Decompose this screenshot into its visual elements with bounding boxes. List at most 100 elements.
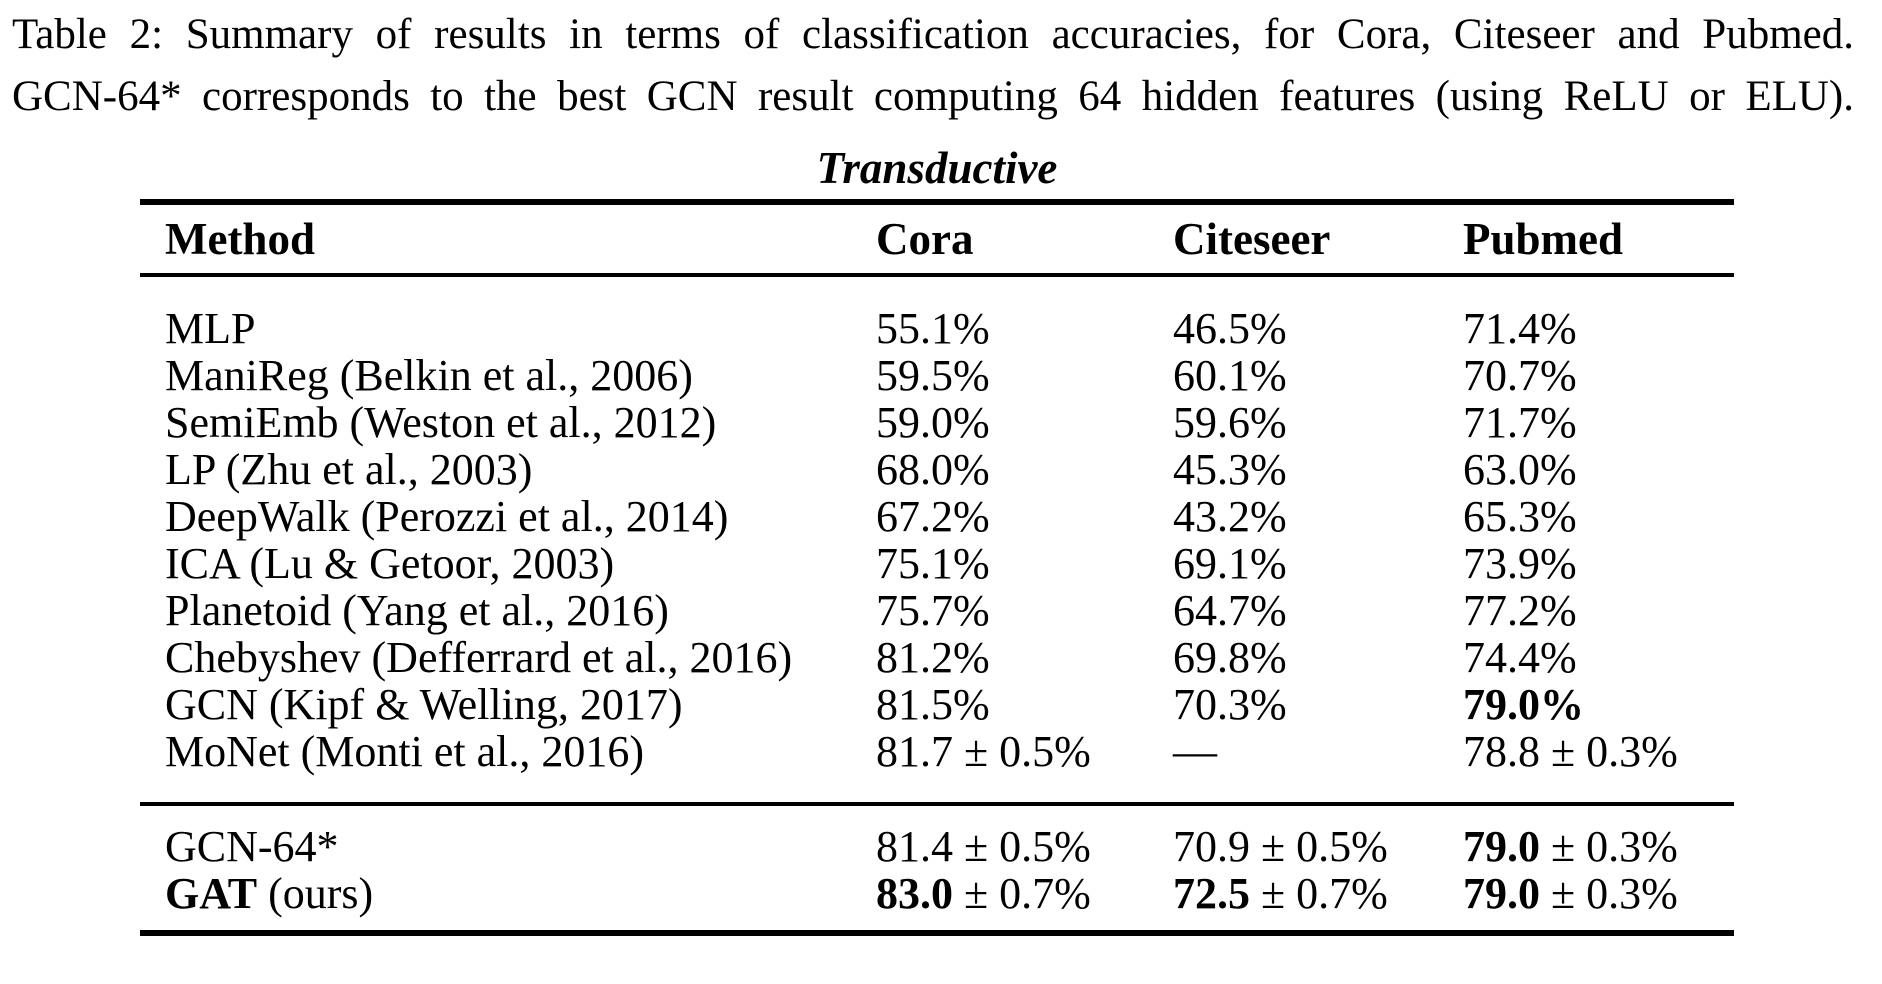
column-header-pubmed: Pubmed xyxy=(1463,202,1734,277)
text-segment: ManiReg (Belkin et al., 2006) xyxy=(165,351,693,400)
text-segment: GCN-64* xyxy=(165,822,339,871)
bold-text-segment: 79.0% xyxy=(1463,680,1584,729)
value-cell: 59.6% xyxy=(1173,399,1463,446)
text-segment: ± 0.7% xyxy=(953,869,1091,918)
method-cell: DeepWalk (Perozzi et al., 2014) xyxy=(140,493,876,540)
value-cell: 83.0 ± 0.7% xyxy=(876,870,1173,933)
text-segment: LP (Zhu et al., 2003) xyxy=(165,445,533,494)
text-segment: 77.2% xyxy=(1463,586,1577,635)
value-cell: 81.7 ± 0.5% xyxy=(876,728,1173,804)
section-label-transductive: Transductive xyxy=(816,143,1058,193)
text-segment: GCN (Kipf & Welling, 2017) xyxy=(165,680,683,729)
value-cell: 70.9 ± 0.5% xyxy=(1173,804,1463,870)
caption-line-1: Table 2: Summary of results in terms of … xyxy=(12,11,1854,58)
text-segment: 70.9 ± 0.5% xyxy=(1173,822,1388,871)
results-table: Method Cora Citeseer Pubmed MLP 55.1% 46.5… xyxy=(140,199,1734,936)
table-header: Method Cora Citeseer Pubmed xyxy=(140,202,1734,277)
text-segment: 59.5% xyxy=(876,351,990,400)
text-segment: 81.2% xyxy=(876,633,990,682)
text-segment: MoNet (Monti et al., 2016) xyxy=(165,727,645,776)
value-cell: 71.7% xyxy=(1463,399,1734,446)
text-segment: 73.9% xyxy=(1463,539,1577,588)
text-segment: 46.5% xyxy=(1173,304,1287,353)
caption-line-2: GCN-64* corresponds to the best GCN resu… xyxy=(12,73,1854,120)
column-header-citeseer: Citeseer xyxy=(1173,202,1463,277)
text-segment: 45.3% xyxy=(1173,445,1287,494)
text-segment: 64.7% xyxy=(1173,586,1287,635)
value-cell: 46.5% xyxy=(1173,275,1463,352)
text-segment: Chebyshev (Defferrard et al., 2016) xyxy=(165,633,793,682)
value-cell: 79.0 ± 0.3% xyxy=(1463,870,1734,933)
value-cell: 60.1% xyxy=(1173,352,1463,399)
text-segment: 69.1% xyxy=(1173,539,1287,588)
value-cell: 79.0 ± 0.3% xyxy=(1463,804,1734,870)
value-cell: — xyxy=(1173,728,1463,804)
method-cell: LP (Zhu et al., 2003) xyxy=(140,446,876,493)
bold-text-segment: GAT xyxy=(165,869,258,918)
value-cell: 43.2% xyxy=(1173,493,1463,540)
value-cell: 81.4 ± 0.5% xyxy=(876,804,1173,870)
text-segment: 68.0% xyxy=(876,445,990,494)
text-segment: 55.1% xyxy=(876,304,990,353)
table-row: Chebyshev (Defferrard et al., 2016) 81.2%… xyxy=(140,634,1734,681)
table-caption: Table 2: Summary of results in terms of … xyxy=(12,4,1854,128)
value-cell: 69.8% xyxy=(1173,634,1463,681)
text-segment: SemiEmb (Weston et al., 2012) xyxy=(165,398,717,447)
baseline-methods-section: MLP 55.1% 46.5% 71.4% ManiReg (Belkin et al.… xyxy=(140,275,1734,804)
text-segment: ± 0.7% xyxy=(1250,869,1388,918)
results-table-container: Method Cora Citeseer Pubmed MLP 55.1% 46.5… xyxy=(140,199,1734,936)
column-header-cora: Cora xyxy=(876,202,1173,277)
value-cell: 75.7% xyxy=(876,587,1173,634)
value-cell: 55.1% xyxy=(876,275,1173,352)
text-segment: 59.0% xyxy=(876,398,990,447)
text-segment: 81.5% xyxy=(876,680,990,729)
table-row: SemiEmb (Weston et al., 2012) 59.0% 59.6% 7… xyxy=(140,399,1734,446)
text-segment: 71.4% xyxy=(1463,304,1577,353)
text-segment: 67.2% xyxy=(876,492,990,541)
value-cell: 71.4% xyxy=(1463,275,1734,352)
table-row: MoNet (Monti et al., 2016) 81.7 ± 0.5% — 78… xyxy=(140,728,1734,804)
value-cell: 81.2% xyxy=(876,634,1173,681)
text-segment: ICA (Lu & Getoor, 2003) xyxy=(165,539,615,588)
value-cell: 59.5% xyxy=(876,352,1173,399)
value-cell: 75.1% xyxy=(876,540,1173,587)
method-cell: Planetoid (Yang et al., 2016) xyxy=(140,587,876,634)
method-cell: MLP xyxy=(140,275,876,352)
text-segment: 63.0% xyxy=(1463,445,1577,494)
text-segment: 59.6% xyxy=(1173,398,1287,447)
table-row: GCN (Kipf & Welling, 2017) 81.5% 70.3% 79.0… xyxy=(140,681,1734,728)
value-cell: 79.0% xyxy=(1463,681,1734,728)
value-cell: 70.7% xyxy=(1463,352,1734,399)
method-cell: SemiEmb (Weston et al., 2012) xyxy=(140,399,876,446)
value-cell: 74.4% xyxy=(1463,634,1734,681)
value-cell: 72.5 ± 0.7% xyxy=(1173,870,1463,933)
text-segment: 69.8% xyxy=(1173,633,1287,682)
text-segment: ± 0.3% xyxy=(1540,822,1678,871)
table-row: MLP 55.1% 46.5% 71.4% xyxy=(140,275,1734,352)
text-segment: 75.1% xyxy=(876,539,990,588)
header-row: Method Cora Citeseer Pubmed xyxy=(140,202,1734,277)
value-cell: 78.8 ± 0.3% xyxy=(1463,728,1734,804)
text-segment: DeepWalk (Perozzi et al., 2014) xyxy=(165,492,729,541)
method-cell: Chebyshev (Defferrard et al., 2016) xyxy=(140,634,876,681)
value-cell: 77.2% xyxy=(1463,587,1734,634)
value-cell: 81.5% xyxy=(876,681,1173,728)
bold-text-segment: 72.5 xyxy=(1173,869,1250,918)
bold-text-segment: 83.0 xyxy=(876,869,953,918)
text-segment: (ours) xyxy=(257,869,374,918)
text-segment: ± 0.3% xyxy=(1540,869,1678,918)
text-segment: 81.7 ± 0.5% xyxy=(876,727,1091,776)
text-segment: 81.4 ± 0.5% xyxy=(876,822,1091,871)
table-row: ICA (Lu & Getoor, 2003) 75.1% 69.1% 73.9% xyxy=(140,540,1734,587)
column-header-method: Method xyxy=(140,202,876,277)
value-cell: 73.9% xyxy=(1463,540,1734,587)
value-cell: 59.0% xyxy=(876,399,1173,446)
text-segment: 75.7% xyxy=(876,586,990,635)
method-cell: GCN-64* xyxy=(140,804,876,870)
value-cell: 45.3% xyxy=(1173,446,1463,493)
text-segment: 74.4% xyxy=(1463,633,1577,682)
method-cell: ManiReg (Belkin et al., 2006) xyxy=(140,352,876,399)
text-segment: 70.7% xyxy=(1463,351,1577,400)
value-cell: 63.0% xyxy=(1463,446,1734,493)
